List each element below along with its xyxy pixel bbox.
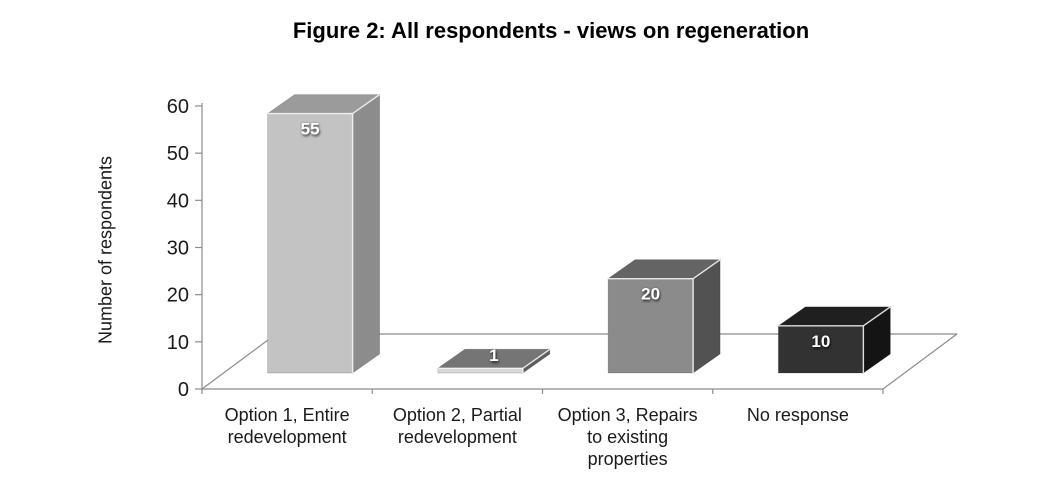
x-category-label-option-1-entire-redevelopment: Option 1, Entire bbox=[225, 405, 350, 425]
x-category-label-option-1-entire-redevelopment: redevelopment bbox=[228, 427, 347, 447]
x-category-label-no-response: No response bbox=[747, 405, 849, 425]
bar-option-1-entire-redevelopment-value-label: 55 bbox=[301, 120, 320, 139]
bar-no-response-edge-highlight bbox=[778, 306, 891, 373]
y-tick-label-20: 20 bbox=[167, 285, 189, 307]
y-tick-label-0: 0 bbox=[178, 379, 189, 401]
bar-option-2-partial-redevelopment-front-face bbox=[437, 367, 524, 374]
x-category-label-option-3-repairs-to-existing-properties: Option 3, Repairs bbox=[558, 405, 698, 425]
bar-option-2-partial-redevelopment-edge-highlight bbox=[437, 348, 551, 373]
bar-option-2-partial-redevelopment-value-label: 1 bbox=[489, 346, 498, 365]
y-tick-label-60: 60 bbox=[167, 96, 189, 118]
bar-option-3-repairs-to-existing-properties-value-label: 20 bbox=[641, 285, 660, 304]
x-category-label-option-3-repairs-to-existing-properties: to existing bbox=[587, 427, 668, 447]
y-tick-label-40: 40 bbox=[167, 190, 189, 212]
bar-option-3-repairs-to-existing-properties-edge-highlight bbox=[608, 259, 721, 373]
x-category-label-option-2-partial-redevelopment: Option 2, Partial bbox=[393, 405, 522, 425]
bar-option-1-entire-redevelopment-front-face bbox=[267, 113, 353, 374]
x-category-label-option-3-repairs-to-existing-properties: properties bbox=[588, 449, 668, 469]
bar-no-response-value-label: 10 bbox=[811, 332, 830, 351]
y-tick-label-30: 30 bbox=[167, 238, 189, 260]
y-tick-label-50: 50 bbox=[167, 143, 189, 165]
x-category-label-option-2-partial-redevelopment: redevelopment bbox=[398, 427, 517, 447]
chart-title: Figure 2: All respondents - views on reg… bbox=[292, 18, 810, 43]
y-tick-label-10: 10 bbox=[167, 332, 189, 354]
bar-option-1-entire-redevelopment-edge-highlight bbox=[267, 94, 381, 373]
bar-option-1-entire-redevelopment-side-face bbox=[352, 93, 380, 374]
